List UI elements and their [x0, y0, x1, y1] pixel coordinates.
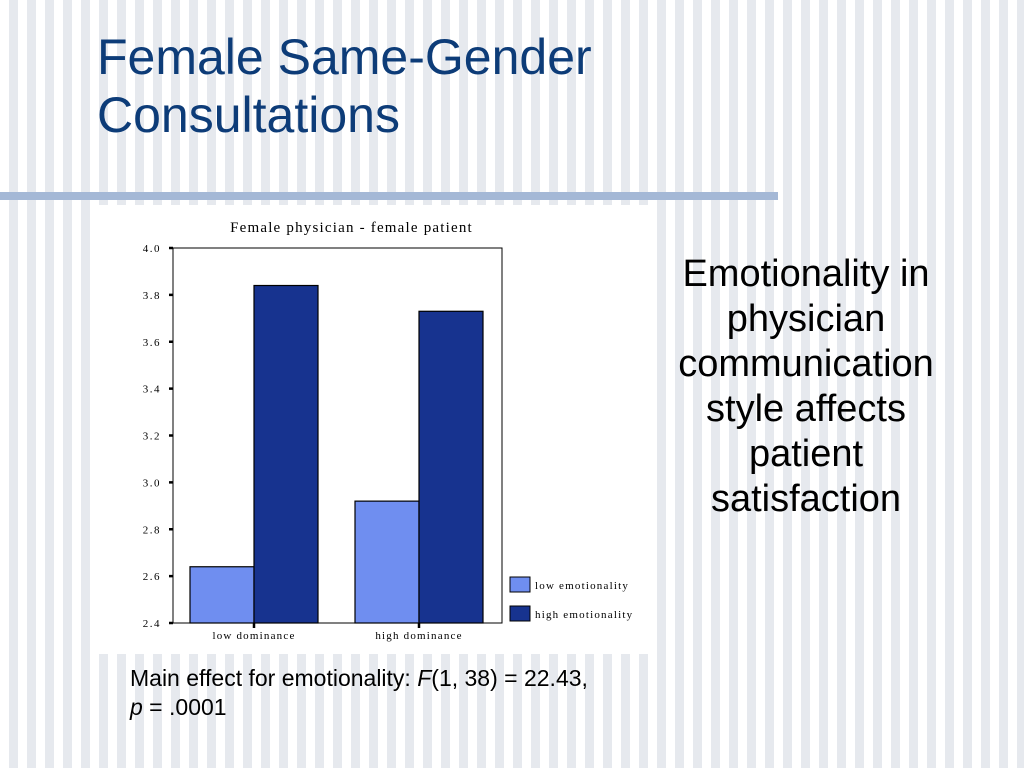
p-letter: p [130, 694, 143, 720]
bar-low-emotionality-1 [354, 500, 420, 624]
bar-high-emotionality-1 [418, 310, 484, 624]
y-tick-label: 3.8 [143, 290, 161, 302]
y-tick-label: 2.8 [143, 524, 161, 536]
side-text-line: Emotionality in [682, 253, 930, 295]
y-tick-label: 4.0 [143, 243, 161, 255]
side-text-line: physician [726, 298, 886, 340]
legend-label: high emotionality [535, 609, 633, 621]
side-text: Emotionality in physician communication … [648, 252, 964, 522]
y-tick-label: 2.6 [143, 571, 161, 583]
f-stat-letter: F [417, 665, 432, 691]
x-tick-label: high dominance [375, 630, 462, 642]
side-text-line: style affects [706, 388, 906, 430]
slide-title: Female Same-Gender Consultations [97, 28, 857, 144]
y-tick-label: 2.4 [143, 618, 161, 630]
legend-swatch-high-emotionality [509, 605, 531, 622]
chart-title: Female physician - female patient [230, 220, 473, 236]
side-text-line: satisfaction [710, 478, 902, 520]
legend-label: low emotionality [535, 580, 629, 592]
title-divider [0, 192, 778, 200]
y-tick-label: 3.0 [143, 477, 161, 489]
y-tick-label: 3.6 [143, 337, 161, 349]
title-line-1: Female Same-Gender [97, 29, 592, 85]
chart-panel: Female physician - female patient 4.0 3.8 3… [94, 205, 648, 654]
bar-low-emotionality-0 [189, 566, 255, 624]
side-text-line: patient [748, 433, 864, 475]
side-text-line: communication [678, 343, 934, 385]
title-line-2: Consultations [97, 87, 400, 143]
y-tick-label: 3.2 [143, 431, 161, 443]
p-value: = .0001 [142, 694, 227, 720]
f-stat-value: (1, 38) = 22.43, [431, 665, 588, 691]
x-tick-label: low dominance [212, 630, 295, 642]
bar-high-emotionality-0 [253, 284, 319, 624]
legend-swatch-low-emotionality [509, 576, 531, 593]
footnote-prefix: Main effect for emotionality: [130, 665, 418, 691]
y-tick-label: 3.4 [143, 384, 161, 396]
footnote: Main effect for emotionality: F(1, 38) =… [130, 664, 750, 722]
bar-chart: Female physician - female patient 4.0 3.8 3… [143, 220, 633, 642]
